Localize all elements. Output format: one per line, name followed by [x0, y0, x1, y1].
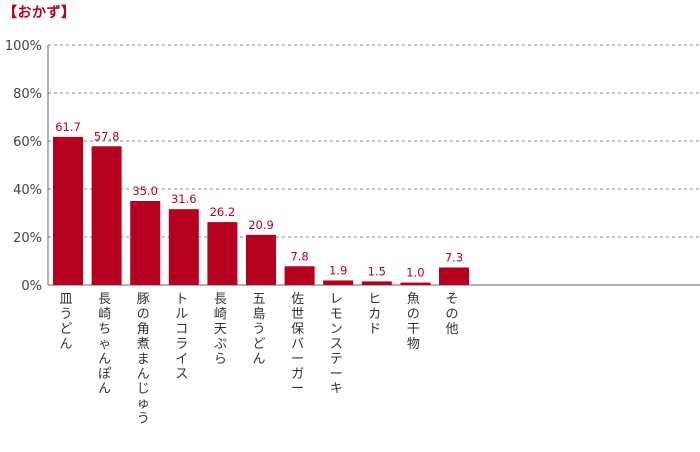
- y-tick-label: 0%: [21, 279, 42, 294]
- data-label: 1.5: [368, 264, 386, 278]
- chart-title: 【おかず】: [3, 5, 76, 21]
- bar: [207, 222, 238, 285]
- bar: [400, 282, 431, 285]
- category-label: レモンステーキ: [330, 292, 343, 397]
- data-label: 61.7: [55, 120, 81, 134]
- y-tick-label: 60%: [13, 135, 42, 150]
- data-label: 7.8: [290, 249, 308, 263]
- bar: [284, 266, 315, 285]
- category-label: 長崎天ぷら: [214, 292, 227, 367]
- bar: [91, 146, 122, 285]
- category-label: 長崎ちゃんぽん: [98, 292, 111, 397]
- y-tick-label: 20%: [13, 231, 42, 246]
- y-tick-label: 100%: [5, 39, 42, 54]
- bar: [168, 209, 199, 285]
- category-label: 佐世保バーガー: [291, 292, 304, 397]
- category-label: その他: [445, 292, 458, 337]
- y-tick-label: 40%: [13, 183, 42, 198]
- bar: [130, 201, 161, 285]
- bar: [439, 267, 469, 285]
- bar: [361, 281, 392, 285]
- data-label: 31.6: [171, 192, 197, 206]
- data-label: 1.0: [406, 266, 424, 280]
- bar: [246, 234, 276, 285]
- data-label: 7.3: [445, 250, 463, 264]
- category-label: 五島うどん: [252, 292, 265, 367]
- category-label: ヒカド: [368, 292, 381, 337]
- category-label: 皿うどん: [59, 292, 72, 352]
- category-label: トルコライス: [175, 292, 188, 382]
- category-label: 豚の角煮まんじゅう: [137, 292, 150, 427]
- data-label: 20.9: [248, 218, 274, 232]
- bar: [323, 280, 354, 285]
- bar: [53, 136, 83, 285]
- data-label: 1.9: [329, 263, 347, 277]
- data-label: 35.0: [132, 184, 158, 198]
- y-tick-label: 80%: [13, 87, 42, 102]
- data-label: 26.2: [210, 205, 236, 219]
- category-label: 魚の干物: [407, 292, 420, 352]
- data-label: 57.8: [94, 129, 120, 143]
